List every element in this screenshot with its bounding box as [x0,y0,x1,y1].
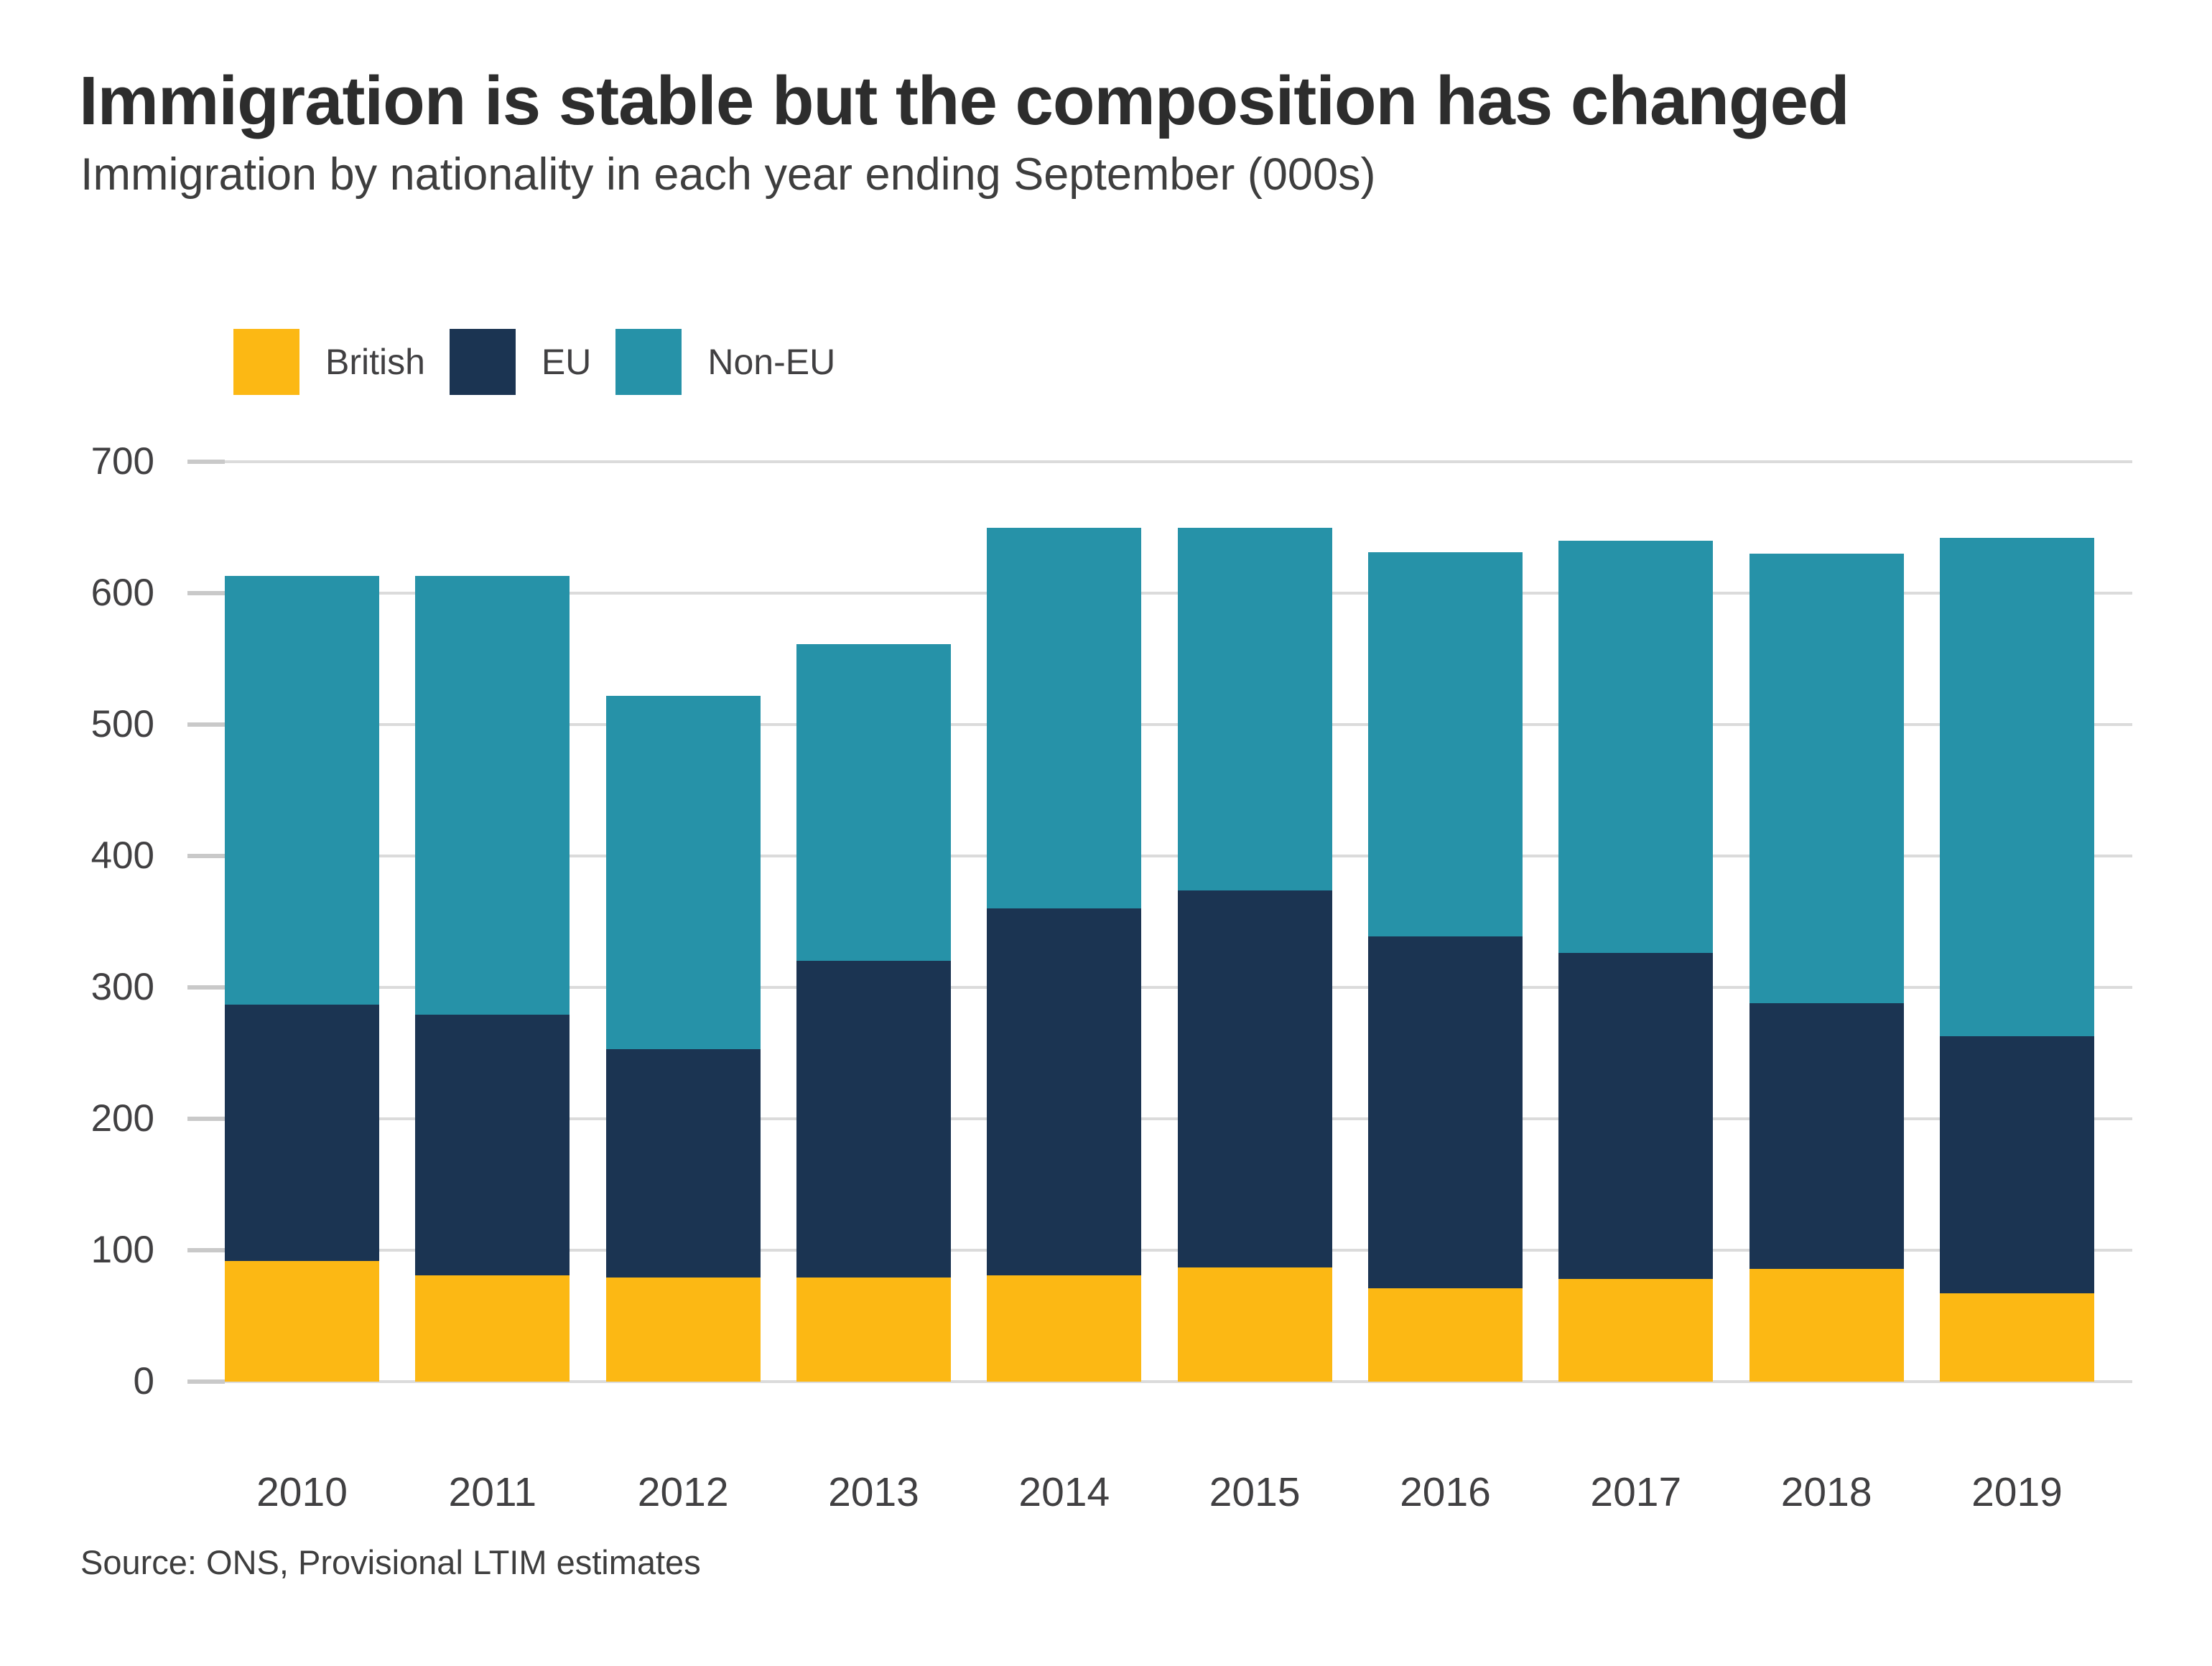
legend-swatch-eu-icon [449,329,516,395]
bar-2012 [605,695,761,1382]
y-axis-tick-200 [187,1117,225,1121]
y-axis-label-700: 700 [90,440,154,483]
bar-segment-british-2012 [605,1278,761,1382]
bar-segment-eu-2017 [1558,953,1714,1280]
bar-segment-noneu-2017 [1558,540,1714,954]
y-axis-tick-600 [187,591,225,595]
y-axis-label-0: 0 [133,1360,154,1402]
bar-segment-noneu-2010 [225,576,379,1005]
source-note: Source: ONS, Provisional LTIM estimates [80,1543,701,1581]
bar-segment-eu-2019 [1939,1036,2094,1294]
chart-subtitle: Immigration by nationality in each year … [80,149,1376,200]
y-axis-label-300: 300 [90,966,154,1008]
legend-item-eu: EU [449,329,592,395]
bar-2010 [225,576,379,1382]
bar-2015 [1177,527,1332,1382]
bar-2014 [987,527,1142,1382]
legend-label-british: British [325,342,425,382]
bar-segment-british-2010 [225,1260,379,1382]
bar-segment-noneu-2013 [796,644,951,962]
bar-2017 [1558,540,1714,1382]
bar-2011 [415,576,570,1382]
y-axis-tick-700 [187,460,225,464]
bar-segment-eu-2018 [1749,1002,1904,1269]
x-axis-label-2016: 2016 [1400,1469,1491,1515]
x-axis-label-2019: 2019 [1971,1469,2063,1515]
x-axis-label-2013: 2013 [828,1469,919,1515]
y-axis-label-600: 600 [90,572,154,614]
y-axis-tick-0 [187,1379,225,1384]
bar-segment-british-2018 [1749,1268,1904,1382]
y-axis-tick-500 [187,722,225,727]
bar-segment-noneu-2015 [1177,527,1332,890]
bar-2019 [1939,538,2094,1382]
gridline-600 [187,592,2132,595]
gridline-400 [187,855,2132,857]
y-axis-tick-400 [187,854,225,858]
bar-segment-noneu-2011 [415,576,570,1015]
y-axis-label-400: 400 [90,834,154,877]
gridline-0 [187,1380,2132,1383]
legend-swatch-non-eu-icon [615,329,682,395]
legend-item-non-eu: Non-EU [615,329,835,395]
legend-item-british: British [233,329,425,395]
bar-segment-noneu-2018 [1749,554,1904,1003]
x-axis-label-2010: 2010 [256,1469,348,1515]
chart-title: Immigration is stable but the compositio… [79,62,1850,139]
x-axis-label-2015: 2015 [1209,1469,1301,1515]
bar-segment-eu-2010 [225,1004,379,1261]
bar-segment-noneu-2012 [605,695,761,1049]
x-axis-label-2011: 2011 [448,1469,537,1515]
y-axis-tick-300 [187,985,225,990]
bar-2018 [1749,554,1904,1382]
legend-label-non-eu: Non-EU [707,342,836,382]
bar-segment-british-2016 [1367,1288,1523,1382]
bar-segment-eu-2013 [796,961,951,1278]
bar-segment-eu-2014 [987,908,1142,1275]
x-axis-label-2017: 2017 [1590,1469,1682,1515]
gridline-200 [187,1117,2132,1120]
y-axis-label-500: 500 [90,703,154,745]
x-axis-label-2018: 2018 [1780,1469,1872,1515]
bar-segment-noneu-2016 [1367,552,1523,936]
x-axis-label-2014: 2014 [1018,1469,1110,1515]
bar-segment-british-2011 [415,1275,570,1382]
bar-2016 [1367,552,1523,1382]
bar-segment-eu-2015 [1177,890,1332,1267]
bar-segment-british-2017 [1558,1279,1714,1382]
bar-segment-eu-2016 [1367,936,1523,1289]
gridline-500 [187,723,2132,726]
bar-2013 [796,644,951,1382]
bar-segment-british-2013 [796,1278,951,1382]
bar-segment-noneu-2019 [1939,538,2094,1036]
y-axis-tick-100 [187,1248,225,1252]
bar-segment-eu-2011 [415,1015,570,1275]
x-axis-label-2012: 2012 [637,1469,729,1515]
bar-segment-british-2014 [987,1275,1142,1382]
bar-segment-british-2015 [1177,1267,1332,1382]
bar-segment-eu-2012 [605,1049,761,1278]
gridline-300 [187,986,2132,989]
y-axis-label-100: 100 [90,1229,154,1271]
bar-segment-british-2019 [1939,1293,2094,1382]
bar-segment-noneu-2014 [987,527,1142,909]
legend-label-eu: EU [541,342,592,382]
chart-legend: British EU Non-EU [233,329,835,395]
gridline-100 [187,1249,2132,1252]
legend-swatch-british-icon [233,329,299,395]
y-axis-label-200: 200 [90,1097,154,1140]
gridline-700 [187,460,2132,463]
